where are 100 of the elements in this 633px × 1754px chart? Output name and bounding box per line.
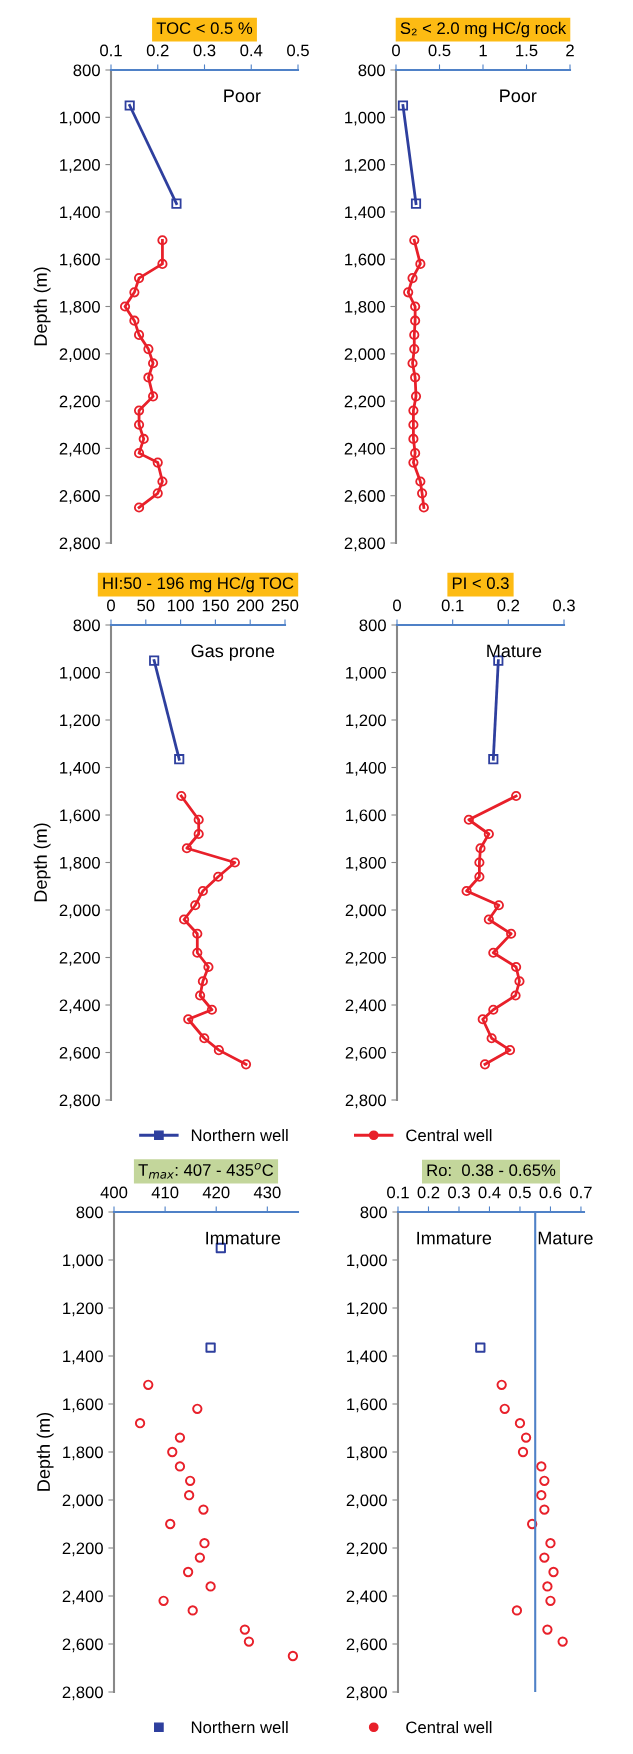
y-tick-label: 2,600 (59, 1046, 100, 1061)
y-tick-label: 800 (76, 1206, 103, 1219)
y-tick-label: 2,400 (345, 999, 386, 1014)
y-tick-label: 1,400 (346, 761, 386, 776)
y-tick-label: 1,000 (63, 1254, 103, 1269)
y-tick-label: 2,200 (59, 951, 100, 966)
y-axis-title: Depth (m) (36, 1412, 54, 1491)
chart-title: PI < 0.3 (452, 577, 509, 590)
y-tick-label: 2,600 (62, 1638, 103, 1653)
chart-title: TOC < 0.5 % (156, 22, 253, 35)
y-tick-label: 2,000 (59, 348, 100, 362)
legend-label: Central well (406, 1721, 492, 1734)
y-tick-label: 2,400 (59, 999, 100, 1014)
y-tick-label: 2,400 (344, 442, 385, 457)
y-tick-label: 2,400 (346, 1590, 387, 1605)
x-tick-label: 0.2 (417, 1186, 440, 1199)
y-tick-label: 2,000 (59, 904, 100, 919)
x-tick-label: 0.1 (387, 1186, 409, 1199)
y-tick-label: 1,600 (345, 253, 385, 268)
y-axis-title: Depth (m) (33, 823, 51, 902)
chart-title: HI:50 - 196 mg HC/g TOC (103, 576, 294, 593)
y-tick-label: 800 (360, 1206, 387, 1219)
x-tick-label: 0.6 (539, 1186, 562, 1199)
x-tick-label: 0.5 (509, 1186, 531, 1199)
annotation: Immature (417, 1231, 492, 1245)
x-tick-label: 1 (479, 44, 487, 57)
y-tick-label: 2,000 (345, 904, 386, 919)
annotation: Mature (538, 1231, 593, 1245)
x-tick-label: 0.5 (428, 44, 451, 57)
y-tick-label: 2,800 (344, 537, 385, 552)
y-tick-label: 2,200 (59, 395, 100, 410)
legend-label: Northern well (191, 1129, 288, 1142)
y-tick-label: 2,800 (62, 1686, 103, 1701)
y-tick-label: 1,000 (60, 666, 100, 681)
x-tick-label: 0.3 (553, 599, 575, 612)
x-tick-label: 150 (202, 599, 229, 612)
x-tick-label: 410 (151, 1186, 179, 1199)
y-tick-label: 1,000 (60, 111, 100, 126)
x-tick-label: 0.3 (193, 44, 216, 57)
y-tick-label: 2,800 (346, 1686, 387, 1701)
y-tick-label: 2,000 (62, 1494, 103, 1509)
y-tick-label: 2,800 (59, 537, 100, 552)
x-tick-label: 0.4 (240, 44, 263, 57)
y-tick-label: 800 (73, 619, 100, 632)
y-tick-label: 2,000 (346, 1494, 387, 1509)
y-tick-label: 1,000 (345, 111, 385, 126)
x-tick-label: 250 (271, 599, 299, 612)
y-tick-label: 1,600 (63, 1398, 103, 1413)
x-tick-label: 0 (107, 599, 115, 612)
y-tick-label: 2,600 (346, 1638, 387, 1653)
x-tick-label: 1.5 (516, 44, 538, 57)
x-tick-label: 0.2 (497, 599, 520, 612)
y-tick-label: 800 (73, 64, 100, 77)
y-tick-label: 1,200 (347, 1302, 387, 1317)
y-tick-label: 1,600 (60, 253, 100, 268)
y-tick-label: 1,200 (345, 159, 385, 173)
annotation: Immature (206, 1231, 281, 1245)
y-tick-label: 2,200 (62, 1542, 103, 1557)
chart-title: S₂ < 2.0 mg HC/g rock (400, 21, 567, 38)
y-tick-label: 1,200 (60, 714, 100, 729)
x-tick-label: 0.4 (478, 1186, 501, 1199)
annotation: Gas prone (191, 644, 275, 661)
legend-label: Central well (406, 1129, 492, 1142)
y-tick-label: 1,800 (60, 856, 100, 871)
legend-label: Northern well (191, 1721, 288, 1734)
y-tick-label: 1,600 (346, 809, 386, 824)
y-tick-label: 1,800 (346, 856, 386, 871)
y-tick-label: 1,200 (63, 1302, 103, 1317)
y-tick-label: 2,200 (344, 395, 385, 410)
y-tick-label: 1,200 (346, 714, 386, 729)
x-tick-label: 0.3 (448, 1186, 470, 1199)
y-tick-label: 2,200 (346, 1542, 387, 1557)
y-tick-label: 1,200 (60, 159, 100, 173)
x-tick-label: 0 (393, 599, 401, 612)
x-tick-label: 0.1 (100, 44, 122, 57)
x-tick-label: 2 (566, 44, 574, 57)
annotation: Poor (224, 89, 261, 103)
y-tick-label: 1,600 (347, 1398, 387, 1413)
y-tick-label: 1,800 (345, 300, 385, 315)
annotation: Poor (500, 89, 537, 103)
x-tick-label: 0.2 (146, 44, 169, 57)
y-tick-label: 2,800 (59, 1094, 100, 1109)
x-tick-label: 200 (237, 599, 264, 612)
y-tick-label: 2,600 (345, 1046, 386, 1061)
y-tick-label: 1,400 (60, 206, 100, 221)
y-tick-label: 1,800 (63, 1446, 103, 1461)
y-tick-label: 1,400 (347, 1350, 387, 1365)
y-tick-label: 1,400 (60, 761, 100, 776)
y-tick-label: 1,800 (60, 300, 100, 315)
y-tick-label: 800 (359, 619, 386, 632)
y-tick-label: 2,600 (344, 490, 385, 504)
x-tick-label: 0.5 (287, 44, 309, 57)
y-tick-label: 1,600 (60, 809, 100, 824)
x-tick-label: 0.1 (441, 599, 464, 612)
x-tick-label: 420 (202, 1186, 230, 1199)
y-tick-label: 1,400 (63, 1350, 103, 1365)
y-tick-label: 1,000 (347, 1254, 387, 1269)
x-tick-label: 0 (392, 44, 400, 57)
x-tick-label: 50 (137, 599, 155, 612)
y-tick-label: 800 (358, 64, 385, 77)
